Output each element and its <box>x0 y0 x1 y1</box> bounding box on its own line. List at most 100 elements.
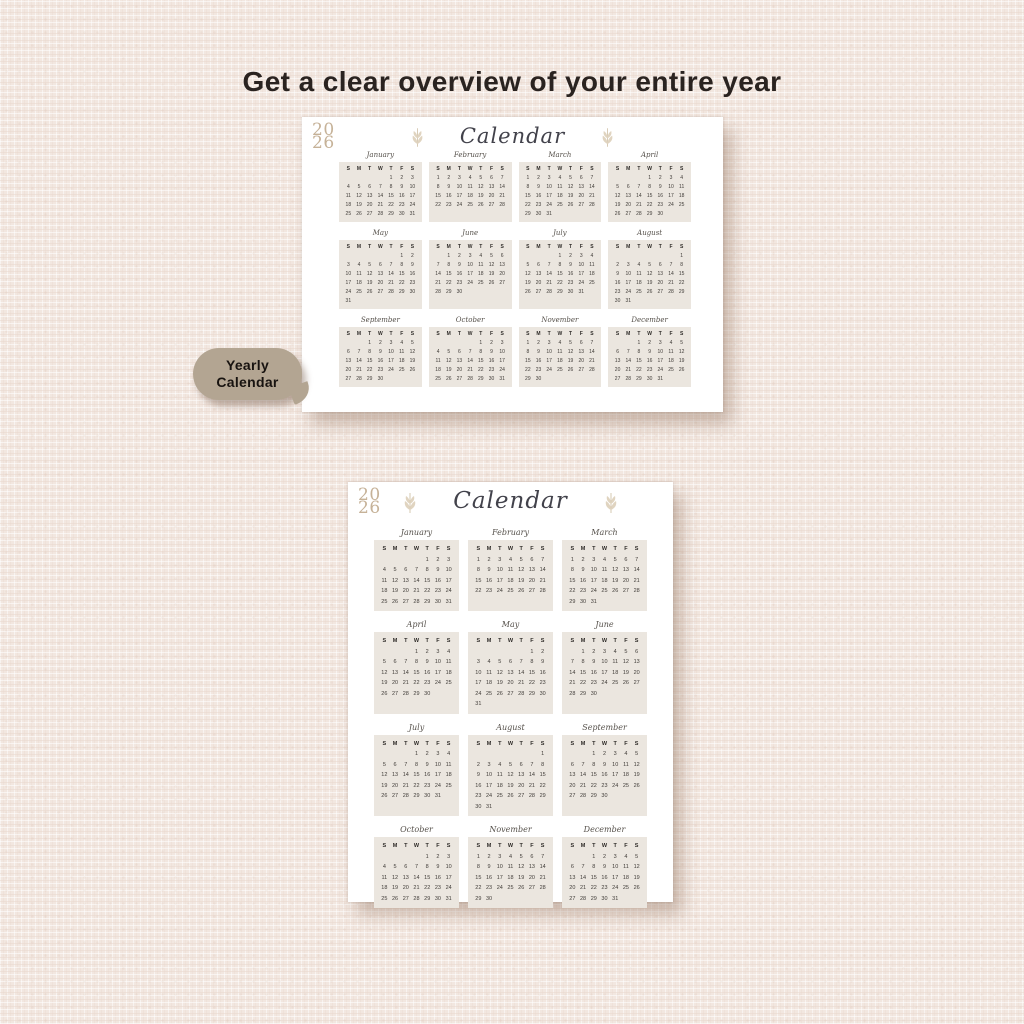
day-cell: 13 <box>569 874 576 881</box>
month-september: September S M T W T F S 1 2 3 4 5 6 7 8 9 10 11 12 13 14 15 16 1… <box>339 314 422 387</box>
day-cell: 2 <box>537 340 540 346</box>
day-cell: 12 <box>445 358 452 364</box>
day-header: T <box>637 244 641 250</box>
day-cell: 9 <box>616 271 619 277</box>
day-cell: 21 <box>569 680 576 686</box>
day-cell: 18 <box>467 193 473 199</box>
day-cell: 5 <box>447 349 451 355</box>
day-cell: 28 <box>580 793 587 799</box>
day-header: M <box>446 166 451 172</box>
day-cell: 12 <box>612 567 619 573</box>
day-cell: 2 <box>425 648 429 655</box>
day-cell: 2 <box>648 340 651 346</box>
day-header: S <box>500 244 504 250</box>
day-cell: 24 <box>546 202 552 208</box>
day-cell: 30 <box>424 793 431 799</box>
day-cell: 15 <box>475 577 482 584</box>
day-header: S <box>679 244 684 250</box>
day-cell: 24 <box>434 782 441 789</box>
day-cell: 21 <box>625 367 632 373</box>
day-cell: 30 <box>475 803 482 810</box>
day-cell: 6 <box>530 853 534 860</box>
day-cell: 11 <box>507 864 514 870</box>
day-cell: 24 <box>445 885 452 891</box>
day-header: F <box>400 331 404 337</box>
day-header: W <box>647 244 652 250</box>
day-cell: 3 <box>487 761 491 768</box>
day-header: S <box>476 546 481 552</box>
day-cell: 25 <box>678 202 685 208</box>
day-cell: 27 <box>499 280 505 286</box>
day-header: W <box>557 331 563 337</box>
day-header: M <box>356 331 362 337</box>
empty-cell <box>578 852 589 863</box>
day-cell: 19 <box>366 280 373 286</box>
empty-cell <box>390 555 401 566</box>
day-header: F <box>579 244 583 250</box>
day-cell: 26 <box>488 280 495 286</box>
day-cell: 12 <box>392 577 399 584</box>
day-cell: 22 <box>388 202 394 208</box>
day-cell: 14 <box>467 358 473 364</box>
day-header: F <box>436 740 440 747</box>
month-january: January S M T W T F S 1 2 3 4 5 6 7 8 9 10 11 12 13 14 15 16 17 1… <box>374 525 459 611</box>
day-cell: 5 <box>479 175 483 181</box>
day-header: M <box>536 331 541 337</box>
day-header: S <box>410 244 415 250</box>
day-cell: 24 <box>590 588 597 594</box>
day-cell: 20 <box>578 358 584 364</box>
day-cell: 15 <box>636 358 642 364</box>
day-header: W <box>413 638 420 644</box>
month-april: April S M T W T F S 1 2 3 4 5 6 7 8 9 10 11 12 13 14 15 16 17 18 1… <box>608 149 691 222</box>
month-november: November S M T W T F S 1 2 3 4 5 6 7 8 9 10 11 12 13 14 15 16 17… <box>518 314 602 387</box>
day-cell: 26 <box>614 211 621 217</box>
day-cell: 16 <box>539 669 546 676</box>
day-header: S <box>570 638 575 644</box>
day-cell: 15 <box>580 669 587 676</box>
day-cell: 31 <box>625 298 632 304</box>
day-cell: 17 <box>434 669 441 676</box>
day-cell: 14 <box>580 772 587 778</box>
day-cell: 25 <box>601 588 608 594</box>
day-cell: 4 <box>637 262 641 268</box>
day-cell: 28 <box>569 690 576 697</box>
day-cell: 17 <box>496 874 503 881</box>
day-header: T <box>389 244 393 250</box>
day-cell: 13 <box>625 193 632 199</box>
day-cell: 12 <box>614 193 621 199</box>
day-cell: 12 <box>567 184 574 190</box>
day-header: S <box>436 331 440 337</box>
day-cell: 26 <box>612 588 619 594</box>
day-cell: 19 <box>381 782 388 789</box>
day-cell: 22 <box>398 280 405 286</box>
day-cell: 27 <box>625 211 632 217</box>
day-cell: 4 <box>613 648 617 655</box>
day-cell: 11 <box>623 761 629 768</box>
day-cell: 13 <box>456 358 463 364</box>
day-header: F <box>530 546 534 552</box>
day-cell: 8 <box>558 262 562 268</box>
day-cell: 28 <box>589 202 595 208</box>
day-cell: 17 <box>456 193 463 199</box>
year-logo: 20 26 <box>312 122 335 152</box>
calendar-header: Calendar <box>302 123 723 148</box>
day-cell: 17 <box>546 193 552 199</box>
day-cell: 23 <box>539 680 546 686</box>
day-cell: 29 <box>478 376 484 382</box>
day-cell: 16 <box>488 358 495 364</box>
empty-cell <box>364 252 375 261</box>
day-cell: 19 <box>612 577 619 584</box>
day-cell: 13 <box>614 358 621 364</box>
day-cell: 7 <box>530 761 534 768</box>
day-cell: 6 <box>537 262 540 268</box>
day-cell: 14 <box>377 193 384 199</box>
day-cell: 4 <box>624 853 628 860</box>
day-cell: 3 <box>626 262 630 268</box>
year-top: 20 <box>358 485 381 505</box>
empty-cell <box>623 252 634 261</box>
day-cell: 12 <box>633 864 640 870</box>
day-header: W <box>507 546 514 552</box>
day-cell: 3 <box>447 556 451 563</box>
day-header: W <box>601 638 608 644</box>
day-cell: 9 <box>592 659 596 665</box>
